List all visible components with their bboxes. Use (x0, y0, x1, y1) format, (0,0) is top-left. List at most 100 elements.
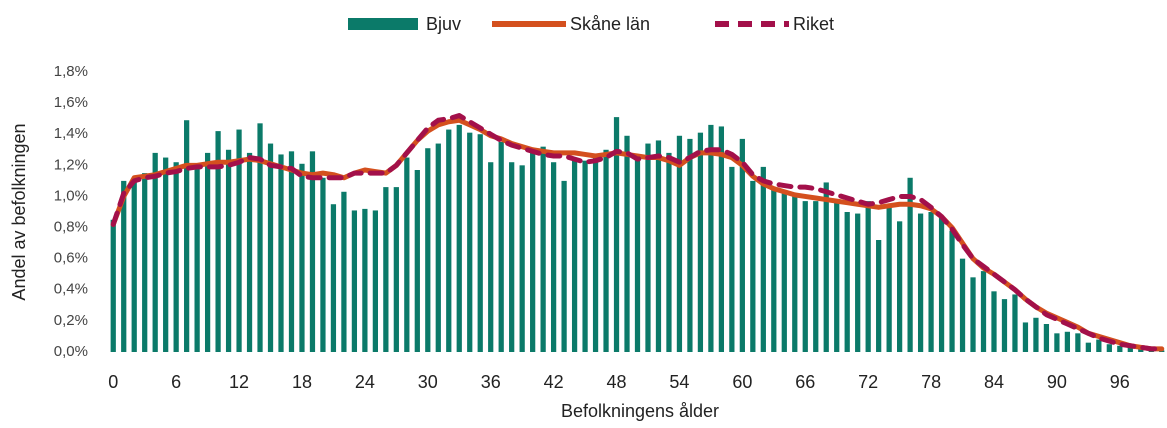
x-tick-label: 6 (171, 372, 181, 392)
bar (372, 210, 378, 352)
bar (414, 170, 420, 352)
bar (184, 120, 190, 352)
bar (928, 212, 934, 352)
x-tick-label: 72 (858, 372, 878, 392)
bar (907, 177, 913, 352)
bar (519, 165, 525, 352)
bar (257, 123, 263, 352)
bar (771, 188, 777, 352)
bar (708, 124, 714, 352)
bar (613, 117, 620, 352)
bar (897, 221, 903, 352)
bar (750, 180, 756, 352)
bar (362, 208, 368, 352)
bar (970, 277, 976, 352)
bar (131, 177, 137, 352)
bar (917, 213, 924, 352)
bar (645, 143, 651, 352)
bar (509, 162, 515, 352)
bar (236, 129, 242, 352)
x-tick-label: 24 (355, 372, 375, 392)
bar (561, 180, 567, 352)
bar (991, 291, 997, 352)
bar (215, 131, 221, 352)
y-tick-label: 0,6% (54, 250, 88, 267)
bar (1022, 322, 1029, 352)
bar (865, 201, 871, 352)
bar (1043, 324, 1050, 352)
bar (959, 258, 966, 352)
y-axis-title: Andel av befolkningen (9, 123, 29, 300)
bar (446, 129, 452, 352)
bar (676, 135, 683, 352)
x-axis-title: Befolkningens ålder (561, 401, 719, 421)
bar (718, 126, 725, 352)
y-tick-label: 1,6% (54, 94, 88, 111)
bar (498, 142, 504, 352)
bar (666, 152, 672, 352)
x-tick-label: 30 (418, 372, 438, 392)
bar (477, 134, 483, 352)
bar (320, 177, 326, 352)
bar (571, 157, 578, 352)
bar (488, 162, 494, 352)
bar (278, 154, 284, 352)
y-tick-label: 0,0% (54, 343, 88, 360)
x-tick-label: 66 (795, 372, 815, 392)
bar (351, 210, 358, 352)
bar (1085, 342, 1091, 352)
y-tick-label: 0,8% (54, 219, 88, 236)
bar (834, 202, 840, 352)
bar (456, 124, 462, 352)
bar (603, 149, 609, 352)
bar (781, 190, 787, 352)
bar (1117, 345, 1123, 352)
bar (1106, 344, 1112, 352)
bar (425, 148, 431, 352)
bar (760, 166, 766, 352)
x-tick-label: 42 (544, 372, 564, 392)
bar (1054, 333, 1060, 352)
bar (1001, 299, 1008, 352)
bar (792, 193, 798, 352)
x-tick-label: 78 (921, 372, 941, 392)
bar (802, 201, 808, 352)
x-tick-label: 18 (292, 372, 312, 392)
bar (876, 240, 882, 352)
legend-label: Riket (793, 14, 834, 34)
bar (582, 160, 588, 352)
bar (288, 151, 295, 352)
bar (163, 157, 169, 352)
bar (1096, 339, 1102, 352)
bar (194, 168, 200, 352)
bar (110, 219, 116, 352)
bar (592, 154, 599, 352)
bar (299, 163, 305, 352)
bar (1033, 317, 1039, 352)
y-tick-label: 0,4% (54, 281, 88, 298)
x-tick-label: 0 (108, 372, 118, 392)
bar (121, 180, 127, 352)
bar (855, 213, 861, 352)
bar (309, 151, 316, 352)
bar (540, 146, 546, 352)
bar (624, 135, 630, 352)
bar (844, 212, 850, 352)
bar (393, 187, 399, 352)
bar (938, 216, 945, 352)
bar (729, 166, 735, 352)
x-tick-label: 60 (732, 372, 752, 392)
y-tick-label: 0,2% (54, 312, 88, 329)
legend-label: Skåne län (570, 14, 650, 34)
bar (697, 132, 704, 352)
y-tick-label: 1,4% (54, 125, 88, 142)
x-tick-label: 36 (481, 372, 501, 392)
x-tick-label: 48 (607, 372, 627, 392)
bar (1012, 294, 1018, 352)
bar (1064, 331, 1071, 352)
y-tick-label: 1,8% (54, 63, 88, 80)
x-tick-label: 54 (669, 372, 689, 392)
bar (267, 143, 274, 352)
bar (1127, 347, 1133, 352)
